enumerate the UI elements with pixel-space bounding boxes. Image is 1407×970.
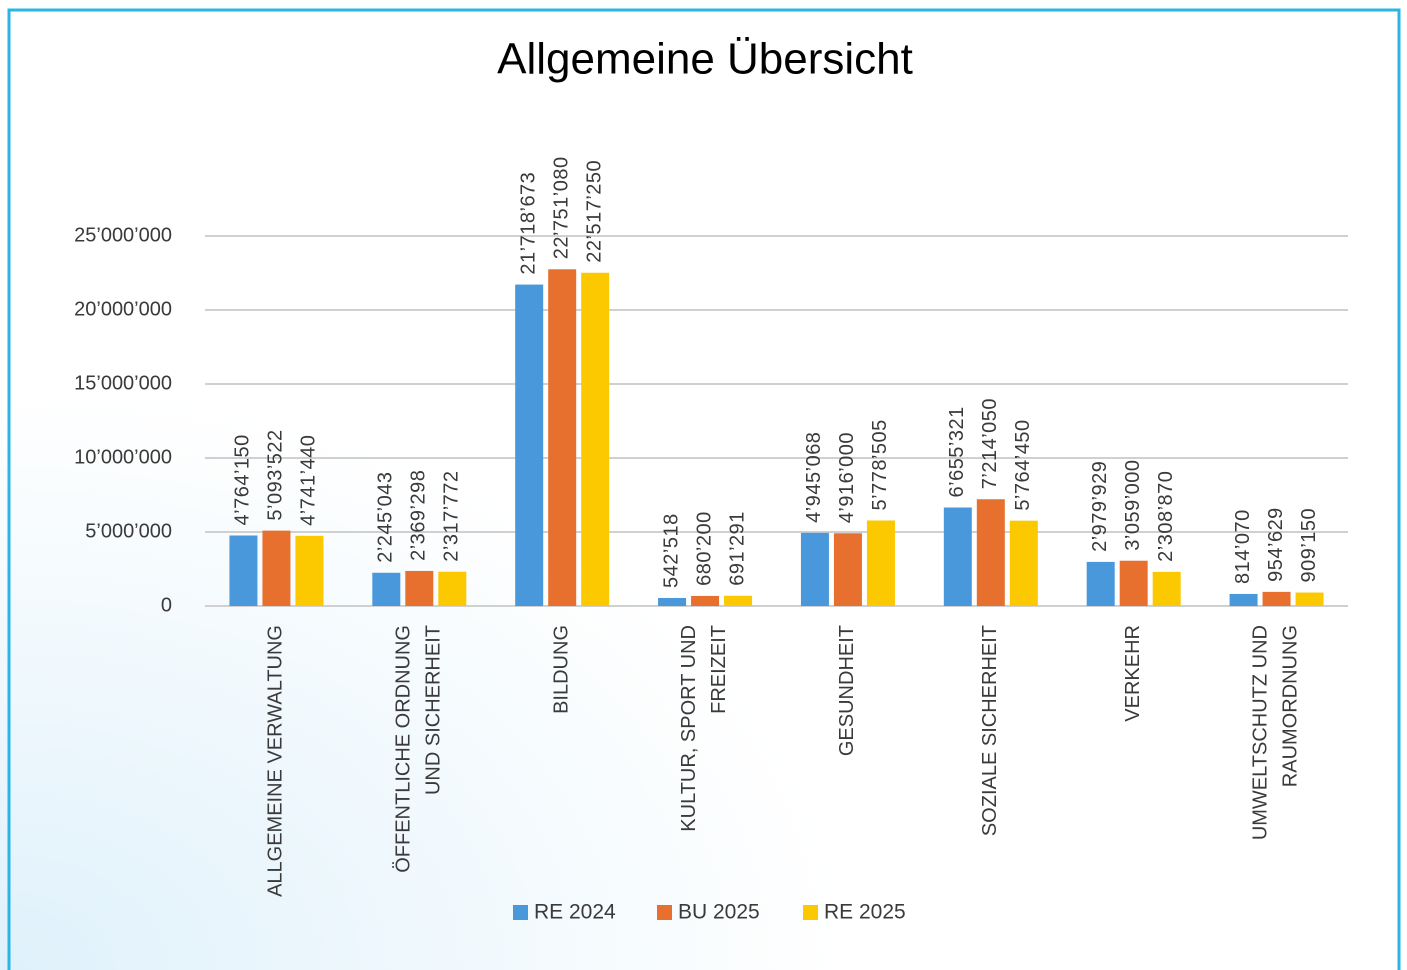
y-tick-label: 25’000’000 [74, 224, 172, 246]
bar [1009, 520, 1038, 606]
bar [866, 520, 895, 606]
legend-swatch [803, 905, 818, 920]
value-label: 3’059’000 [1122, 459, 1144, 550]
value-label: 2’317’772 [441, 470, 463, 561]
value-label: 814’070 [1232, 509, 1254, 584]
value-label: 2’979’929 [1089, 461, 1111, 552]
legend-swatch [513, 905, 528, 920]
value-label: 5’764’450 [1012, 419, 1034, 510]
value-label: 909’150 [1298, 508, 1320, 583]
frame [7, 8, 1401, 970]
bar [229, 535, 258, 606]
value-label: 2’308’870 [1155, 471, 1177, 562]
bar [262, 530, 291, 606]
x-tick-label: ÖFFENTLICHE ORDNUNG UND SICHERHEIT [393, 625, 445, 873]
legend-label: RE 2024 [534, 901, 616, 924]
bar [1262, 591, 1291, 606]
value-label: 2’245’043 [375, 472, 397, 563]
bar [1295, 592, 1324, 606]
x-tick-label: BILDUNG [550, 625, 572, 714]
bar [405, 570, 434, 606]
value-label: 954’629 [1265, 507, 1287, 582]
value-label: 6’655’321 [946, 406, 968, 497]
bar [515, 284, 544, 606]
legend-label: BU 2025 [678, 901, 760, 924]
y-tick-label: 15’000’000 [74, 372, 172, 394]
bar [800, 532, 829, 606]
value-label: 542’518 [660, 513, 682, 588]
value-label: 22’517’250 [583, 160, 605, 263]
y-tick-label: 5’000’000 [85, 520, 172, 542]
y-tick-label: 20’000’000 [74, 298, 172, 320]
bar [833, 533, 862, 606]
x-tick-label: KULTUR, SPORT UND FREIZEIT [678, 625, 730, 832]
value-label: 22’751’080 [550, 156, 572, 259]
x-tick-label: GESUNDHEIT [836, 625, 858, 756]
bar [691, 595, 720, 606]
x-tick-label: ALLGEMEINE VERWALTUNG [265, 625, 287, 897]
chart-title: Allgemeine Übersicht [497, 35, 913, 84]
y-tick-label: 0 [161, 594, 172, 616]
value-label: 21’718’673 [517, 172, 539, 275]
value-label: 680’200 [693, 511, 715, 586]
x-tick-label: SOZIALE SICHERHEIT [979, 625, 1001, 836]
bar [1152, 571, 1181, 606]
bar [724, 595, 753, 606]
bar [976, 499, 1005, 606]
bar [372, 572, 401, 606]
value-label: 4’764’150 [232, 434, 254, 525]
value-label: 4’741’440 [298, 435, 320, 526]
value-label: 4’916’000 [836, 432, 858, 523]
legend-label: RE 2025 [824, 901, 906, 924]
value-label: 5’778’505 [869, 419, 891, 510]
bar [1229, 593, 1258, 606]
bar [548, 269, 577, 606]
bar [295, 535, 324, 606]
bar [943, 507, 972, 606]
value-label: 2’369’298 [408, 470, 430, 561]
value-label: 4’945’068 [803, 432, 825, 523]
value-label: 691’291 [726, 511, 748, 586]
x-tick-label: VERKEHR [1122, 625, 1144, 722]
bar [658, 597, 687, 606]
bar [1119, 560, 1148, 606]
y-tick-label: 10’000’000 [74, 446, 172, 468]
bar [438, 571, 467, 606]
legend-swatch [657, 905, 672, 920]
bar [1086, 561, 1115, 606]
x-tick-label: UMWELTSCHUTZ UND RAUMORDNUNG [1250, 625, 1302, 840]
bar [581, 272, 610, 606]
value-label: 5’093’522 [265, 429, 287, 520]
value-label: 7’214’050 [979, 398, 1001, 489]
